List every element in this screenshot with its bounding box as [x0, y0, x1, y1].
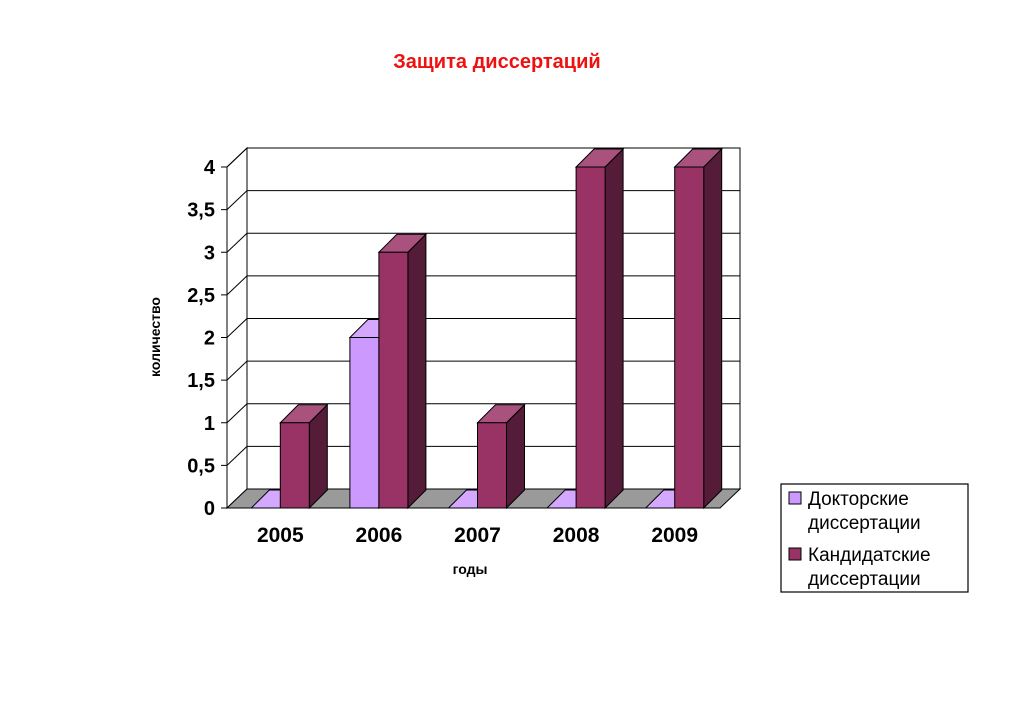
legend-label: диссертации	[808, 569, 921, 590]
bar-candidate-2007	[476, 403, 526, 510]
legend-item: Докторские диссертации	[788, 489, 921, 534]
gridline-side	[226, 360, 248, 381]
legend-label: Кандидатские	[808, 545, 931, 566]
bar-front	[477, 422, 507, 509]
y-tick-label: 0,5	[187, 455, 215, 477]
legend-item: Кандидатские диссертации	[788, 545, 931, 590]
x-tick-label: 2005	[257, 524, 304, 547]
y-tick-label: 2,5	[187, 285, 215, 307]
y-tick-label: 3	[204, 242, 215, 264]
legend: Докторские диссертации Кандидатские диссерт…	[780, 483, 969, 593]
bar-candidate-2008	[574, 147, 625, 510]
legend-label: Докторские	[808, 489, 909, 510]
gridline-side	[226, 147, 248, 168]
y-axis-label: количество	[147, 297, 163, 377]
x-tick-label: 2007	[454, 524, 501, 547]
plot-area: 0 0,5 1 1,5 2 2,5 3 3,5 4 2005 2006 2007 2008 2009	[187, 146, 742, 547]
bar-side	[604, 147, 624, 510]
chart-title: Защита диссертаций	[393, 51, 600, 73]
gridline-side	[226, 403, 248, 424]
legend-box	[780, 483, 969, 593]
legend-swatch	[788, 491, 802, 505]
y-tick-label: 0	[204, 498, 215, 520]
bar-candidate-2005	[279, 403, 329, 510]
gridline-side	[226, 232, 248, 253]
legend-swatch	[788, 547, 802, 561]
bar-side	[703, 147, 723, 510]
bar-front	[378, 251, 409, 509]
x-axis-label: годы	[453, 561, 488, 577]
y-tick-label: 2	[204, 328, 215, 350]
gridline-side	[226, 446, 248, 466]
bar-side	[407, 233, 427, 510]
bar-candidate-2009	[673, 147, 723, 510]
x-tick-label: 2006	[356, 524, 403, 547]
x-tick-label: 2008	[553, 524, 600, 547]
legend-label: диссертации	[808, 513, 921, 534]
bar-front	[575, 166, 606, 509]
bar-candidate-2006	[377, 233, 428, 510]
y-tick-label: 1,5	[187, 370, 215, 392]
x-tick-label: 2009	[651, 524, 698, 547]
bar-front	[279, 422, 310, 509]
y-tick-label: 3,5	[187, 200, 215, 222]
gridline-side	[226, 275, 248, 296]
gridline-side	[226, 190, 248, 210]
y-tick-label: 4	[204, 157, 216, 179]
bar-front	[349, 337, 380, 509]
y-tick-label: 1	[204, 413, 215, 435]
bar-front	[674, 166, 705, 509]
gridline-side	[226, 318, 248, 338]
